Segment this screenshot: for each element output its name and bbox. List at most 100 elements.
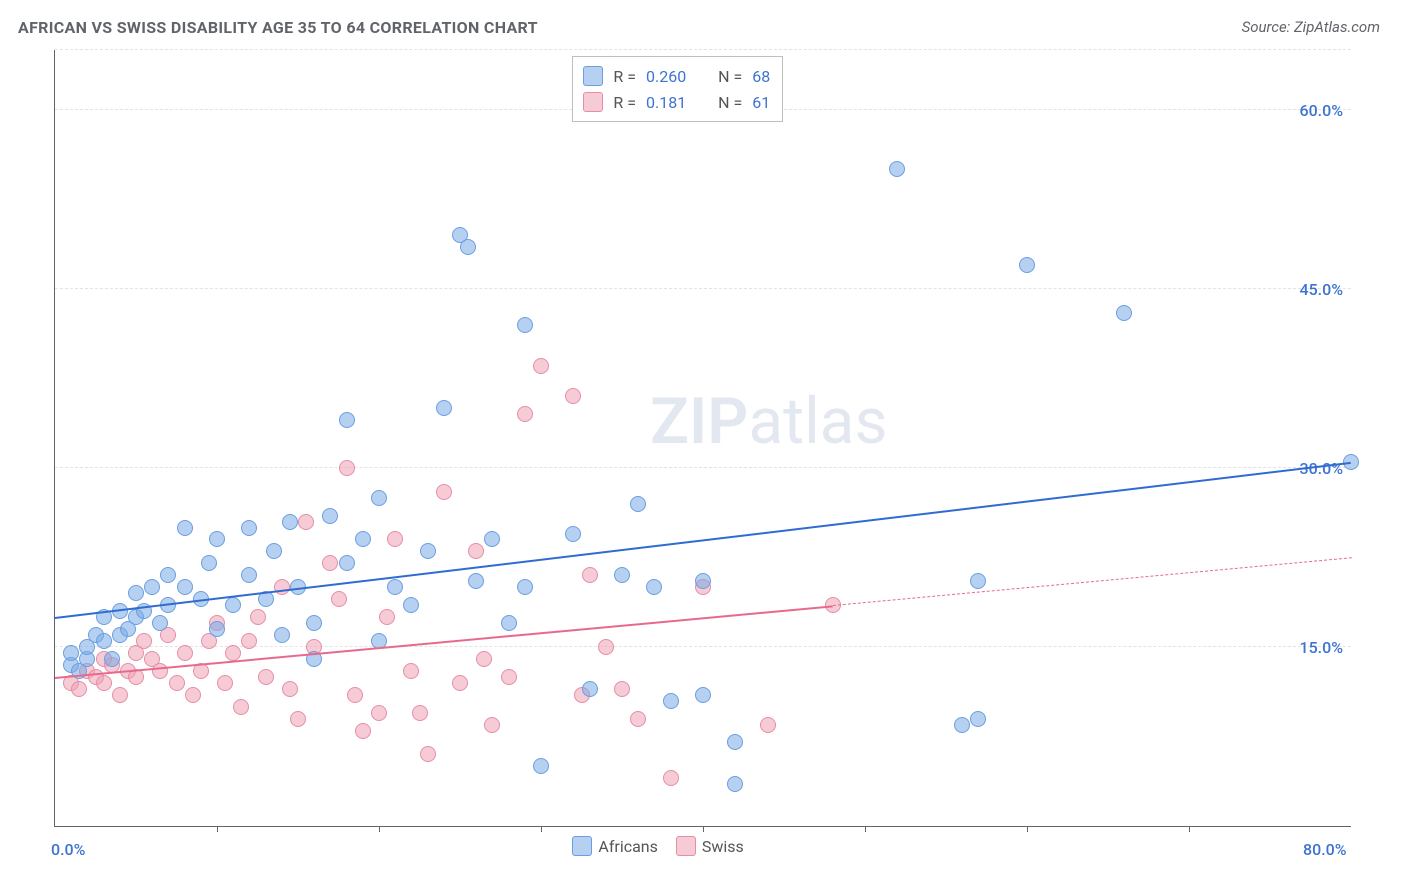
y-tick-label: 60.0% (1299, 101, 1343, 120)
x-tick (865, 826, 866, 832)
data-point (387, 531, 403, 547)
data-point (614, 567, 630, 583)
data-point (760, 717, 776, 733)
data-point (160, 567, 176, 583)
data-point (484, 717, 500, 733)
data-point (355, 723, 371, 739)
data-point (339, 555, 355, 571)
data-point (695, 573, 711, 589)
data-point (217, 675, 233, 691)
correlation-stats-box: R = 0.260 N = 68R = 0.181 N = 61 (572, 56, 783, 122)
legend-item: Africans (572, 836, 657, 856)
data-point (663, 693, 679, 709)
data-point (695, 687, 711, 703)
data-point (112, 687, 128, 703)
stat-row: R = 0.181 N = 61 (583, 89, 770, 115)
chart-title: AFRICAN VS SWISS DISABILITY AGE 35 TO 64… (18, 18, 538, 37)
data-point (322, 555, 338, 571)
data-point (1019, 257, 1035, 273)
data-point (501, 669, 517, 685)
data-point (96, 633, 112, 649)
data-point (379, 609, 395, 625)
x-tick (379, 826, 380, 832)
data-point (420, 543, 436, 559)
data-point (169, 675, 185, 691)
data-point (517, 406, 533, 422)
data-point (241, 567, 257, 583)
data-point (63, 645, 79, 661)
data-point (274, 579, 290, 595)
source-text: Source: ZipAtlas.com (1242, 18, 1380, 36)
data-point (266, 543, 282, 559)
data-point (225, 597, 241, 613)
data-point (1116, 305, 1132, 321)
data-point (460, 239, 476, 255)
x-tick (703, 826, 704, 832)
bottom-legend: AfricansSwiss (572, 836, 743, 856)
data-point (258, 669, 274, 685)
data-point (274, 627, 290, 643)
data-point (582, 567, 598, 583)
data-point (646, 579, 662, 595)
data-point (201, 555, 217, 571)
data-point (152, 615, 168, 631)
x-tick (1189, 826, 1190, 832)
data-point (209, 621, 225, 637)
data-point (371, 705, 387, 721)
data-point (331, 591, 347, 607)
data-point (436, 400, 452, 416)
legend-swatch (583, 92, 603, 112)
data-point (241, 633, 257, 649)
trend-line (833, 557, 1351, 606)
grid-line (55, 288, 1351, 289)
data-point (565, 526, 581, 542)
data-point (452, 675, 468, 691)
data-point (177, 520, 193, 536)
data-point (355, 531, 371, 547)
data-point (144, 579, 160, 595)
data-point (241, 520, 257, 536)
data-point (517, 317, 533, 333)
x-tick (1027, 826, 1028, 832)
data-point (71, 681, 87, 697)
data-point (339, 460, 355, 476)
trend-line (55, 462, 1351, 619)
data-point (468, 543, 484, 559)
data-point (598, 639, 614, 655)
x-tick (541, 826, 542, 832)
data-point (298, 514, 314, 530)
legend-label: Africans (598, 837, 657, 856)
x-tick (217, 826, 218, 832)
data-point (889, 161, 905, 177)
data-point (420, 746, 436, 762)
data-point (282, 681, 298, 697)
data-point (412, 705, 428, 721)
data-point (630, 496, 646, 512)
grid-line (55, 467, 1351, 468)
data-point (387, 579, 403, 595)
data-point (177, 579, 193, 595)
data-point (290, 711, 306, 727)
legend-swatch (572, 836, 592, 856)
data-point (347, 687, 363, 703)
data-point (565, 388, 581, 404)
data-point (403, 663, 419, 679)
data-point (306, 615, 322, 631)
data-point (727, 734, 743, 750)
legend-swatch (583, 66, 603, 86)
data-point (663, 770, 679, 786)
data-point (282, 514, 298, 530)
data-point (582, 681, 598, 697)
data-point (954, 717, 970, 733)
data-point (517, 579, 533, 595)
data-point (614, 681, 630, 697)
data-point (233, 699, 249, 715)
data-point (322, 508, 338, 524)
data-point (371, 490, 387, 506)
data-point (403, 597, 419, 613)
y-tick-label: 45.0% (1299, 280, 1343, 299)
data-point (96, 675, 112, 691)
data-point (501, 615, 517, 631)
x-tick-label: 0.0% (51, 840, 85, 859)
data-point (727, 776, 743, 792)
